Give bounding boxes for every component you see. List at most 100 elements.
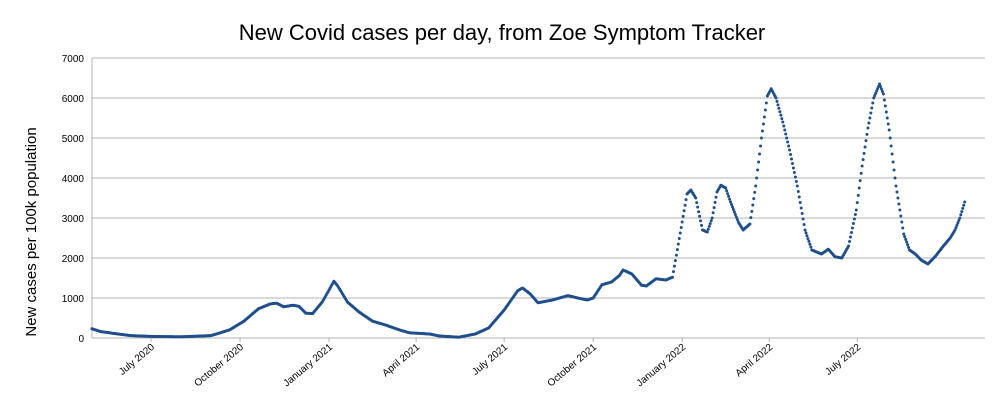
data-point <box>725 189 729 193</box>
data-point <box>891 160 895 164</box>
y-tick-label: 7000 <box>62 54 85 65</box>
data-point <box>735 218 739 221</box>
data-point <box>869 111 873 115</box>
data-point <box>859 171 863 175</box>
data-point <box>789 153 793 156</box>
data-point <box>734 215 738 219</box>
data-point <box>893 176 897 180</box>
y-tick-label: 5000 <box>62 134 85 145</box>
data-point <box>878 82 882 86</box>
data-point <box>700 223 704 227</box>
data-point <box>671 270 675 274</box>
data-point <box>890 152 894 156</box>
data-point <box>790 157 793 161</box>
data-point <box>795 184 799 188</box>
data-point <box>672 264 676 268</box>
data-point <box>710 216 714 220</box>
x-tick-label: April 2021 <box>380 342 422 380</box>
data-point <box>785 136 789 140</box>
data-point <box>888 136 892 140</box>
data-point <box>899 214 903 218</box>
data-point <box>805 234 809 238</box>
data-point <box>882 98 886 102</box>
chart-title: New Covid cases per day, from Zoe Sympto… <box>239 20 766 45</box>
data-point <box>903 235 907 239</box>
data-point <box>800 212 804 215</box>
data-point <box>697 210 701 214</box>
data-point <box>873 94 877 98</box>
data-point <box>883 104 887 108</box>
data-point <box>683 203 687 207</box>
data-point <box>762 115 766 119</box>
data-point <box>895 190 899 194</box>
data-point <box>871 101 875 105</box>
data-point <box>713 200 717 204</box>
data-point <box>961 206 965 210</box>
data-point <box>867 121 871 125</box>
data-point <box>897 202 901 206</box>
data-point <box>780 117 784 121</box>
data-point <box>758 152 762 156</box>
data-point <box>854 208 858 212</box>
data-point <box>755 176 759 180</box>
data-point <box>679 226 683 230</box>
data-point <box>786 140 790 144</box>
data-point <box>774 96 778 100</box>
data-point <box>955 223 959 227</box>
x-axis-ticks: July 2020 October 2020 January 2021 April 2… <box>117 338 864 389</box>
data-point <box>791 166 795 170</box>
data-point <box>754 184 758 188</box>
data-point <box>860 164 864 168</box>
data-point <box>682 209 686 213</box>
data-point <box>879 85 883 88</box>
data-point <box>677 237 681 241</box>
data-point <box>731 208 735 211</box>
y-tick-label: 1000 <box>62 294 85 305</box>
data-point <box>802 223 806 226</box>
data-point <box>728 197 732 201</box>
data-point <box>852 217 856 221</box>
x-tick-label: July 2020 <box>117 342 157 378</box>
data-point <box>778 110 782 114</box>
data-point <box>757 160 761 164</box>
data-point <box>889 144 893 148</box>
data-point <box>750 209 754 213</box>
data-point <box>868 116 872 120</box>
data-point <box>781 120 785 124</box>
data-point <box>730 203 734 206</box>
data-point <box>901 226 905 230</box>
data-point <box>892 168 896 172</box>
data-point <box>696 205 700 209</box>
data-point <box>886 122 890 126</box>
data-point <box>881 92 885 96</box>
data-point <box>865 132 869 136</box>
data-point <box>680 220 684 224</box>
data-point <box>856 193 860 197</box>
data-point <box>963 200 967 204</box>
data-point <box>880 90 884 93</box>
data-point <box>954 226 958 230</box>
data-point <box>801 217 805 221</box>
data-point <box>798 201 802 204</box>
data-point <box>797 195 801 199</box>
data-point <box>879 87 883 91</box>
data-point <box>804 231 808 235</box>
data-point <box>764 101 768 105</box>
data-point <box>708 222 712 226</box>
data-point <box>730 205 734 209</box>
data-point <box>796 190 800 193</box>
x-tick-label: April 2022 <box>734 342 776 380</box>
x-tick-label: July 2022 <box>823 342 863 378</box>
data-point <box>906 243 910 247</box>
data-point <box>699 219 703 223</box>
data-point <box>760 129 764 133</box>
data-point <box>866 126 870 130</box>
data-point <box>753 190 757 194</box>
data-point <box>807 239 811 243</box>
data-points <box>90 82 967 339</box>
data-point <box>849 235 853 239</box>
axes <box>91 58 985 339</box>
data-point <box>956 221 960 225</box>
data-point <box>776 103 780 107</box>
